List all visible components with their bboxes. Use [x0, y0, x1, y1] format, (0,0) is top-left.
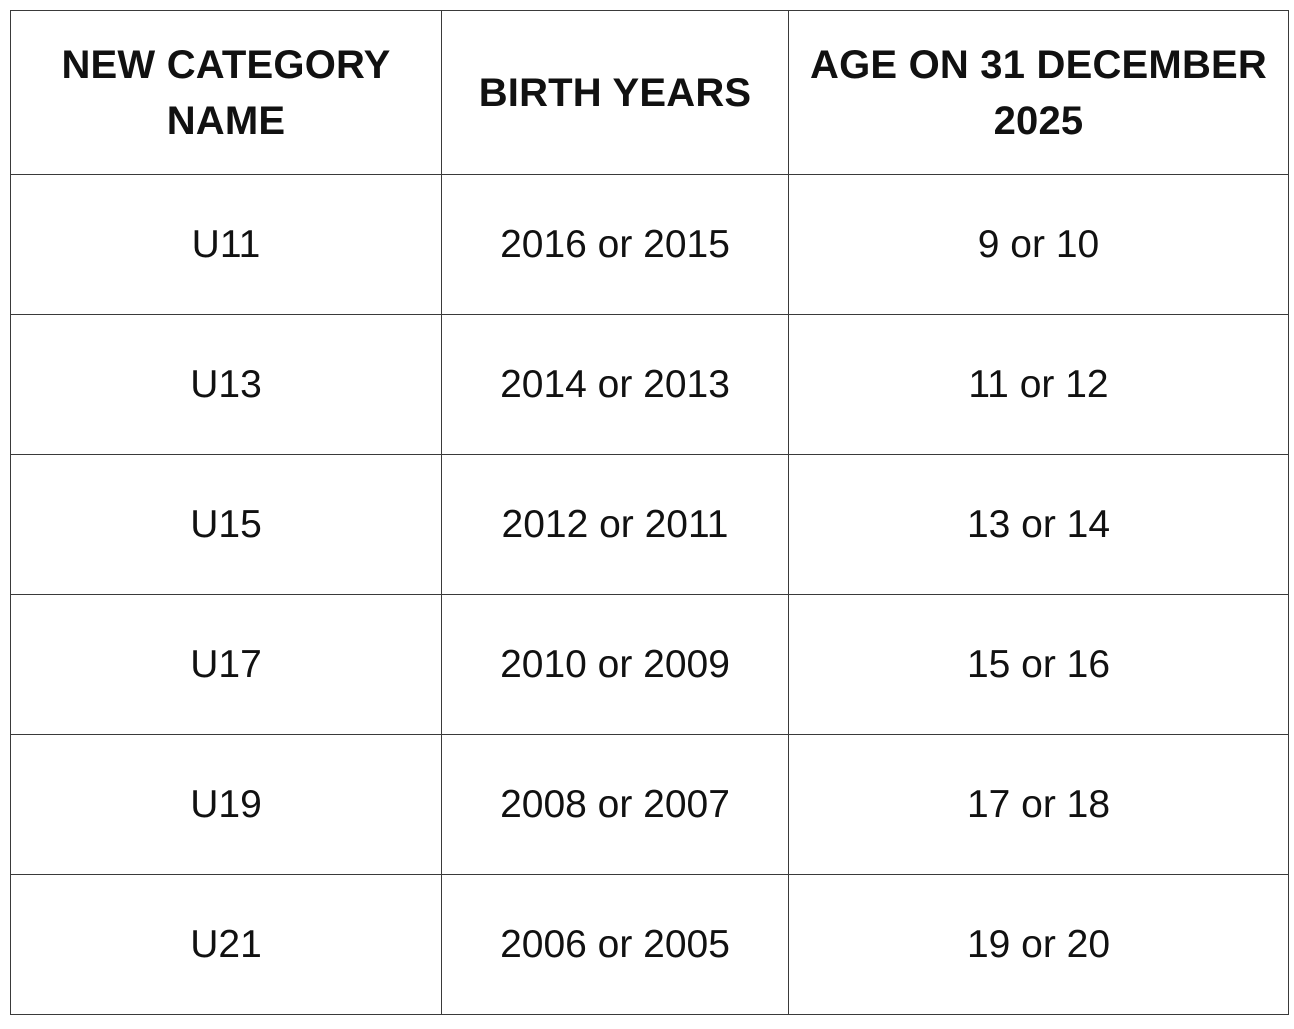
category-cell: U21	[10, 874, 442, 1015]
age-cell: 19 or 20	[788, 874, 1289, 1015]
table-row: U19 2008 or 2007 17 or 18	[10, 734, 1289, 875]
birth-years-cell: 2014 or 2013	[441, 314, 789, 455]
header-birth-years: BIRTH YEARS	[441, 10, 789, 175]
category-cell: U19	[10, 734, 442, 875]
birth-years-cell: 2012 or 2011	[441, 454, 789, 595]
age-cell: 15 or 16	[788, 594, 1289, 735]
table-header-row: NEW CATEGORY NAME BIRTH YEARS AGE ON 31 …	[10, 10, 1289, 175]
category-cell: U11	[10, 174, 442, 315]
age-cell: 13 or 14	[788, 454, 1289, 595]
birth-years-cell: 2008 or 2007	[441, 734, 789, 875]
table-row: U11 2016 or 2015 9 or 10	[10, 174, 1289, 315]
category-cell: U17	[10, 594, 442, 735]
birth-years-cell: 2006 or 2005	[441, 874, 789, 1015]
age-cell: 9 or 10	[788, 174, 1289, 315]
category-cell: U13	[10, 314, 442, 455]
birth-years-cell: 2016 or 2015	[441, 174, 789, 315]
table-row: U15 2012 or 2011 13 or 14	[10, 454, 1289, 595]
header-age: AGE ON 31 DECEMBER 2025	[788, 10, 1289, 175]
age-cell: 11 or 12	[788, 314, 1289, 455]
category-cell: U15	[10, 454, 442, 595]
header-category-name: NEW CATEGORY NAME	[10, 10, 442, 175]
table-row: U17 2010 or 2009 15 or 16	[10, 594, 1289, 735]
table-row: U13 2014 or 2013 11 or 12	[10, 314, 1289, 455]
table-row: U21 2006 or 2005 19 or 20	[10, 874, 1289, 1015]
age-category-table: NEW CATEGORY NAME BIRTH YEARS AGE ON 31 …	[10, 10, 1289, 1015]
age-cell: 17 or 18	[788, 734, 1289, 875]
birth-years-cell: 2010 or 2009	[441, 594, 789, 735]
category-table-container: NEW CATEGORY NAME BIRTH YEARS AGE ON 31 …	[10, 10, 1289, 1015]
